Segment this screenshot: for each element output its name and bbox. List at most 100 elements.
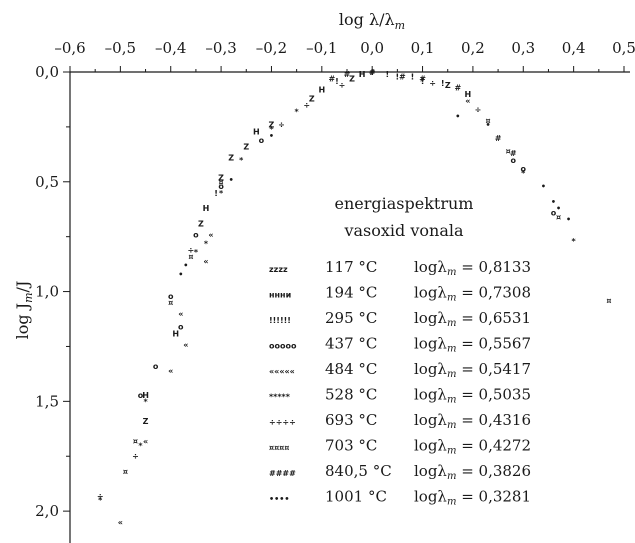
legend-symbol: ннни xyxy=(269,291,291,300)
data-point: * xyxy=(194,248,199,257)
x-axis-title: log λ/λm xyxy=(339,10,405,32)
data-point: o xyxy=(218,182,224,191)
data-point: Z xyxy=(228,154,234,163)
data-point: Z xyxy=(243,143,249,152)
data-point: ¤ xyxy=(556,213,561,222)
data-point: H xyxy=(318,86,325,95)
data-point: ÷ xyxy=(132,452,139,461)
data-point: * xyxy=(239,156,244,165)
data-point: ¤ xyxy=(168,299,173,308)
legend-label: 703 °C xyxy=(325,437,377,455)
y-tick-label: 1,5 xyxy=(35,392,59,410)
data-point: o xyxy=(153,362,159,371)
data-point: ¤ xyxy=(506,147,511,156)
data-point: « xyxy=(203,257,208,266)
annotation-line-2: vasoxid vonala xyxy=(343,221,464,240)
data-point: H xyxy=(359,70,366,79)
x-tick-label: –0,5 xyxy=(105,39,136,57)
legend-symbol: •••• xyxy=(269,495,289,504)
legend-item: ¤¤¤¤ 703 °C logλm = 0,4272 xyxy=(269,437,531,457)
data-point: # xyxy=(495,134,502,143)
legend-value: logλm = 0,4272 xyxy=(414,437,531,457)
legend-symbol: #### xyxy=(269,469,296,478)
data-point: ! xyxy=(370,68,374,77)
data-point: Z xyxy=(198,220,204,229)
x-tick-label: 0,4 xyxy=(562,39,586,57)
data-point: ! xyxy=(335,77,339,86)
data-point: • xyxy=(178,270,183,279)
data-point: ! xyxy=(214,189,218,198)
legend-value: logλm = 0,8133 xyxy=(414,258,531,278)
data-point: ÷ xyxy=(475,105,482,114)
legend-item: ***** 528 °C logλm = 0,5035 xyxy=(269,386,531,406)
data-point: ÷ xyxy=(339,81,346,90)
data-point: Z xyxy=(143,417,149,426)
data-point: o xyxy=(551,209,557,218)
data-point: • xyxy=(556,204,561,213)
data-point: Z xyxy=(309,94,315,103)
y-tick-label: 0,5 xyxy=(35,173,59,191)
legend-item: !!!!!! 295 °C logλm = 0,6531 xyxy=(269,309,531,329)
data-point: H xyxy=(253,127,260,136)
legend-value: logλm = 0,5417 xyxy=(414,360,531,380)
legend-value: logλm = 0,5567 xyxy=(414,335,531,355)
x-tick-label: 0,3 xyxy=(511,39,535,57)
legend-item: ÷÷÷÷ 693 °C logλm = 0,4316 xyxy=(269,411,531,431)
legend-label: 1001 °C xyxy=(325,488,387,506)
legend-label: 437 °C xyxy=(325,335,377,353)
data-point: • xyxy=(183,261,188,270)
legend-label: 693 °C xyxy=(325,411,377,429)
data-point: o xyxy=(138,391,144,400)
data-point: H xyxy=(203,204,210,213)
data-point: • xyxy=(541,182,546,191)
data-point: ¤ xyxy=(219,178,224,187)
annotation-line-1: energiaspektrum xyxy=(335,194,474,213)
y-axis-title: log Jm/J xyxy=(13,281,35,340)
x-tick-label: 0,0 xyxy=(360,39,384,57)
legend-label: 528 °C xyxy=(325,386,377,404)
legend-item: zzzz 117 °C logλm = 0,8133 xyxy=(269,258,531,278)
legend-item: ooooo 437 °C logλm = 0,5567 xyxy=(269,335,531,355)
data-point: ! xyxy=(411,72,415,81)
data-point: # xyxy=(344,70,351,79)
data-point: ÷ xyxy=(303,101,310,110)
x-tick-label: –0,2 xyxy=(256,39,287,57)
legend-label: 117 °C xyxy=(325,258,377,276)
data-point: • xyxy=(551,198,556,207)
legend-value: logλm = 0,5035 xyxy=(414,386,531,406)
data-point: o xyxy=(521,165,527,174)
data-point: * xyxy=(219,189,224,198)
x-tick-label: –0,4 xyxy=(155,39,186,57)
data-point: # xyxy=(369,68,376,77)
data-point: * xyxy=(98,496,103,505)
data-point: ¤ xyxy=(485,116,490,125)
data-point: o xyxy=(510,156,516,165)
data-point: • xyxy=(485,121,490,130)
legend-symbol: ¤¤¤¤ xyxy=(269,444,289,453)
x-tick-label: –0,3 xyxy=(205,39,236,57)
legend-symbol: zzzz xyxy=(269,265,288,274)
data-point: « xyxy=(118,518,123,527)
data-point: ¤ xyxy=(123,468,128,477)
data-point: ! xyxy=(421,77,425,86)
data-point: Z xyxy=(349,75,355,84)
legend-symbol: ÷÷÷÷ xyxy=(269,418,296,427)
data-point: o xyxy=(178,323,184,332)
data-point: H xyxy=(172,329,179,338)
data-point: ¤ xyxy=(606,296,611,305)
legend-value: logλm = 0,7308 xyxy=(414,284,531,304)
data-point: • xyxy=(269,132,274,141)
legend: zzzz 117 °C logλm = 0,8133 ннни 194 °C logλm … xyxy=(269,258,531,508)
data-point: # xyxy=(399,72,406,81)
data-point: Z xyxy=(445,81,451,90)
data-point: ¤ xyxy=(133,437,138,446)
data-point: H xyxy=(465,90,472,99)
legend-label: 484 °C xyxy=(325,360,377,378)
legend-symbol: ***** xyxy=(269,393,291,402)
data-point: • xyxy=(229,176,234,185)
x-tick-label: 0,5 xyxy=(612,39,635,57)
data-point: • xyxy=(455,112,460,121)
data-point: « xyxy=(465,97,470,106)
y-tick-label: 1,0 xyxy=(35,283,59,301)
